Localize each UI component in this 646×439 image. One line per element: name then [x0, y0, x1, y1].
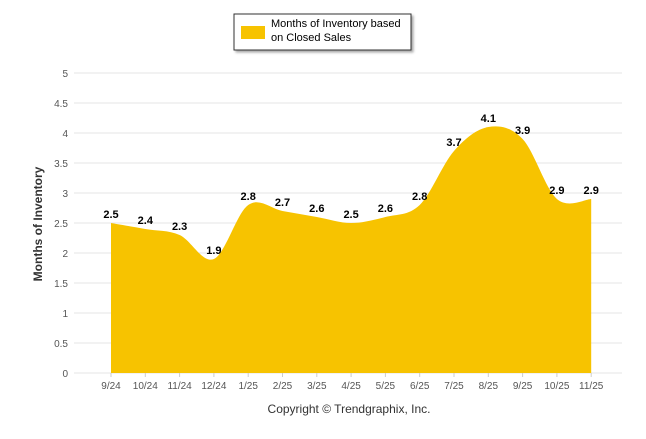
x-tick-label: 7/25	[444, 381, 464, 392]
x-tick-label: 1/25	[238, 381, 258, 392]
data-label: 2.6	[378, 203, 393, 215]
y-tick-label: 3	[62, 189, 68, 200]
y-tick-label: 4.5	[54, 99, 68, 110]
x-tick-label: 4/25	[341, 381, 361, 392]
data-label: 2.3	[172, 221, 187, 233]
data-label: 2.6	[309, 203, 324, 215]
x-tick-label: 9/25	[513, 381, 533, 392]
x-tick-label: 12/24	[201, 381, 226, 392]
data-label: 2.8	[241, 191, 256, 203]
data-label: 2.9	[549, 185, 564, 197]
y-tick-label: 3.5	[54, 159, 68, 170]
y-tick-label: 5	[62, 69, 68, 80]
data-labels: 2.5 2.4 2.3 1.9 2.8 2.7 2.6 2.5 2.6 2.8 3.7 4.1 3.9 2…	[103, 113, 598, 257]
y-axis-title: Months of Inventory	[31, 166, 45, 281]
data-label: 4.1	[481, 113, 496, 125]
copyright-text: Copyright © Trendgraphix, Inc.	[268, 402, 431, 416]
x-tick-label: 2/25	[273, 381, 293, 392]
x-tick-label: 11/24	[167, 381, 192, 392]
x-tick-label: 6/25	[410, 381, 430, 392]
y-tick-label: 2	[62, 249, 68, 260]
legend-label-line1: Months of Inventory based	[271, 18, 401, 30]
x-tick-label: 8/25	[479, 381, 499, 392]
y-axis-ticks: 0 0.5 1 1.5 2 2.5 3 3.5 4 4.5 5	[54, 69, 68, 380]
legend: Months of Inventory based on Closed Sale…	[233, 13, 412, 51]
data-label: 1.9	[206, 245, 221, 257]
data-label: 2.7	[275, 197, 290, 209]
legend-swatch	[241, 26, 265, 39]
x-tick-label: 5/25	[376, 381, 396, 392]
y-tick-label: 1	[62, 309, 68, 320]
data-label: 2.5	[343, 209, 358, 221]
x-tick-label: 10/24	[133, 381, 158, 392]
legend-label-line2: on Closed Sales	[271, 32, 352, 44]
y-tick-label: 4	[62, 129, 68, 140]
area-series	[111, 126, 592, 373]
data-label: 2.5	[103, 209, 118, 221]
x-tick-label: 3/25	[307, 381, 327, 392]
y-tick-label: 0.5	[54, 339, 68, 350]
data-label: 3.9	[515, 125, 530, 137]
x-axis-ticks: 9/24 10/24 11/24 12/24 1/25 2/25 3/25 4/25 5/25 6…	[101, 373, 604, 392]
y-tick-label: 0	[62, 369, 68, 380]
x-tick-label: 9/24	[101, 381, 121, 392]
x-tick-label: 11/25	[579, 381, 604, 392]
data-label: 2.9	[584, 185, 599, 197]
y-tick-label: 2.5	[54, 219, 68, 230]
data-label: 2.8	[412, 191, 427, 203]
y-tick-label: 1.5	[54, 279, 68, 290]
area-fill	[111, 126, 592, 373]
x-tick-label: 10/25	[544, 381, 569, 392]
data-label: 3.7	[446, 137, 461, 149]
data-label: 2.4	[138, 215, 154, 227]
